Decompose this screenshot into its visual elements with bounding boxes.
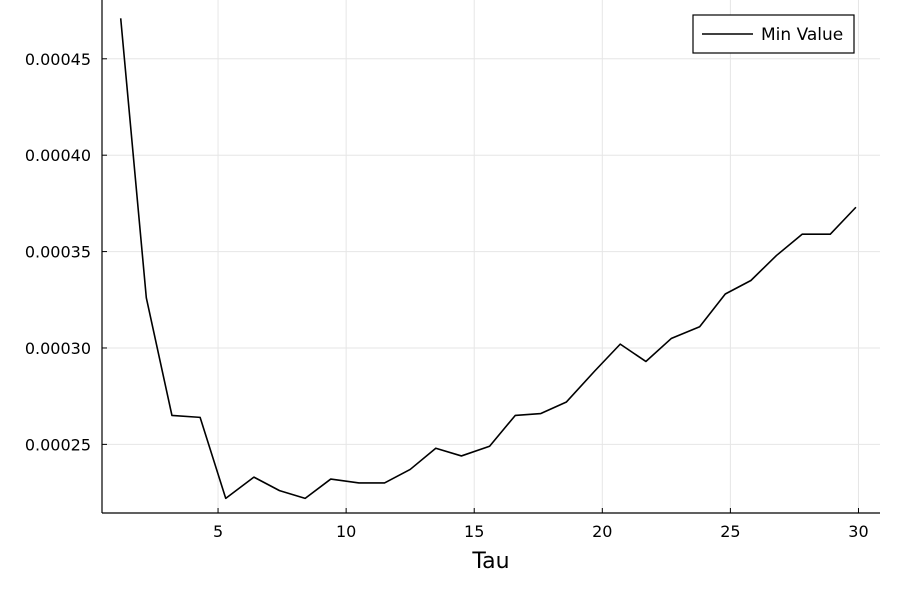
y-tick-label: 0.00040	[25, 146, 91, 165]
grid	[102, 0, 880, 513]
series-line-min-value	[119, 18, 857, 500]
x-tick-label: 15	[464, 522, 484, 541]
x-tick-label: 25	[720, 522, 740, 541]
legend-label: Min Value	[761, 25, 843, 45]
legend: Min Value	[692, 14, 855, 54]
x-tick-label: 20	[592, 522, 612, 541]
y-tick-label: 0.00045	[25, 50, 91, 69]
x-tick-label: 5	[213, 522, 223, 541]
y-tick-label: 0.00025	[25, 435, 91, 454]
x-axis-label: Tau	[471, 549, 509, 574]
x-tick-label: 30	[848, 522, 868, 541]
series-layer	[119, 18, 857, 500]
y-tick-label: 0.00035	[25, 243, 91, 262]
axes	[101, 0, 880, 514]
ticks: 5 10 15 20 25 30 0.00025 0.00030 0.00035 0.00040 0…	[25, 50, 869, 541]
x-tick-label: 10	[336, 522, 356, 541]
y-tick-label: 0.00030	[25, 339, 91, 358]
